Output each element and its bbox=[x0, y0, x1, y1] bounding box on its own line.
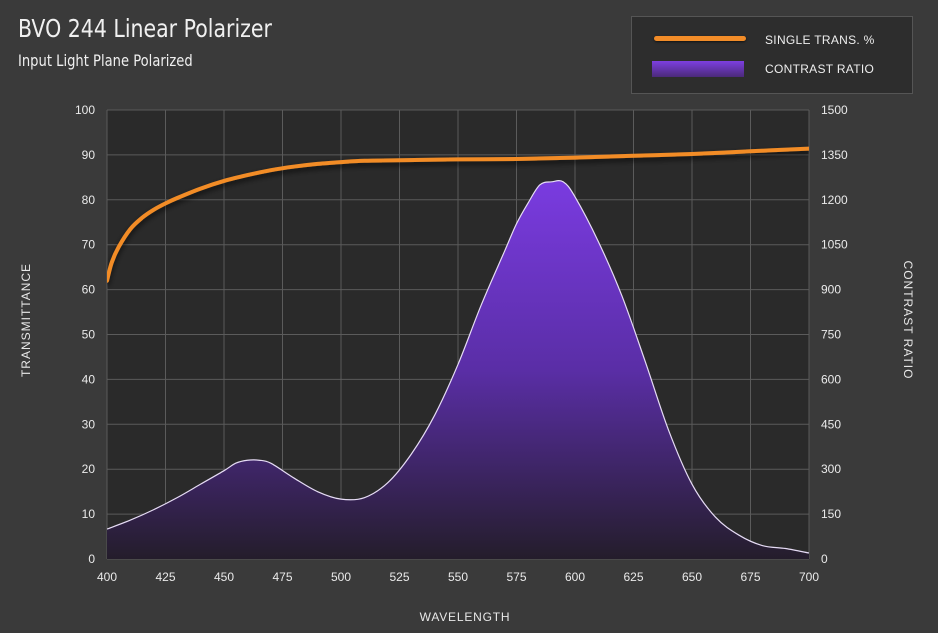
contrast-ratio-area bbox=[107, 180, 809, 559]
y-tick-label-left: 30 bbox=[82, 417, 96, 431]
y-tick-label-left: 100 bbox=[75, 103, 95, 117]
y-tick-label-left: 40 bbox=[82, 372, 96, 386]
y-tick-label-left: 90 bbox=[82, 148, 96, 162]
chart-title: BVO 244 Linear Polarizer bbox=[18, 14, 272, 43]
x-tick-label: 650 bbox=[682, 570, 702, 584]
y-tick-label-right: 1500 bbox=[821, 103, 848, 117]
legend-label-transmission: SINGLE TRANS. % bbox=[765, 33, 875, 47]
x-tick-label: 500 bbox=[331, 570, 351, 584]
y-tick-label-right: 300 bbox=[821, 462, 841, 476]
legend-swatch-transmission bbox=[654, 36, 746, 41]
y-tick-label-right: 600 bbox=[821, 372, 841, 386]
x-tick-label: 450 bbox=[214, 570, 234, 584]
x-tick-label: 625 bbox=[623, 570, 643, 584]
tick-labels: 400 425 450 475 500 525 550 575 600 625 650 675 7000… bbox=[75, 103, 848, 584]
y-tick-label-left: 50 bbox=[82, 328, 96, 342]
x-tick-label: 425 bbox=[155, 570, 175, 584]
x-tick-label: 700 bbox=[799, 570, 819, 584]
y-tick-label-right: 1050 bbox=[821, 238, 848, 252]
x-tick-label: 400 bbox=[97, 570, 117, 584]
x-tick-label: 575 bbox=[506, 570, 526, 584]
x-axis-label: WAVELENGTH bbox=[420, 610, 511, 624]
y-tick-label-right: 450 bbox=[821, 417, 841, 431]
single-trans-line bbox=[107, 146, 809, 283]
y-tick-label-left: 80 bbox=[82, 193, 96, 207]
y-tick-label-right: 0 bbox=[821, 552, 828, 566]
x-tick-label: 600 bbox=[565, 570, 585, 584]
y-axis-label-right: CONTRAST RATIO bbox=[901, 261, 915, 380]
y-tick-label-left: 60 bbox=[82, 283, 96, 297]
legend: SINGLE TRANS. % CONTRAST RATIO bbox=[631, 16, 913, 94]
y-tick-label-left: 0 bbox=[88, 552, 95, 566]
y-tick-label-right: 900 bbox=[821, 283, 841, 297]
contrast-ratio-outline bbox=[107, 180, 809, 554]
y-tick-label-left: 20 bbox=[82, 462, 96, 476]
y-tick-label-left: 70 bbox=[82, 238, 96, 252]
series-marks bbox=[107, 146, 809, 559]
legend-swatch-contrast bbox=[652, 61, 744, 77]
chart-subtitle: Input Light Plane Polarized bbox=[18, 51, 193, 70]
x-tick-label: 675 bbox=[740, 570, 760, 584]
y-tick-label-left: 10 bbox=[82, 507, 96, 521]
y-tick-label-right: 150 bbox=[821, 507, 841, 521]
x-tick-label: 525 bbox=[389, 570, 409, 584]
x-tick-label: 475 bbox=[272, 570, 292, 584]
y-tick-label-right: 1200 bbox=[821, 193, 848, 207]
legend-label-contrast: CONTRAST RATIO bbox=[765, 62, 875, 76]
y-axis-label-left: TRANSMITTANCE bbox=[19, 263, 33, 377]
y-tick-label-right: 750 bbox=[821, 328, 841, 342]
x-tick-label: 550 bbox=[448, 570, 468, 584]
y-tick-label-right: 1350 bbox=[821, 148, 848, 162]
